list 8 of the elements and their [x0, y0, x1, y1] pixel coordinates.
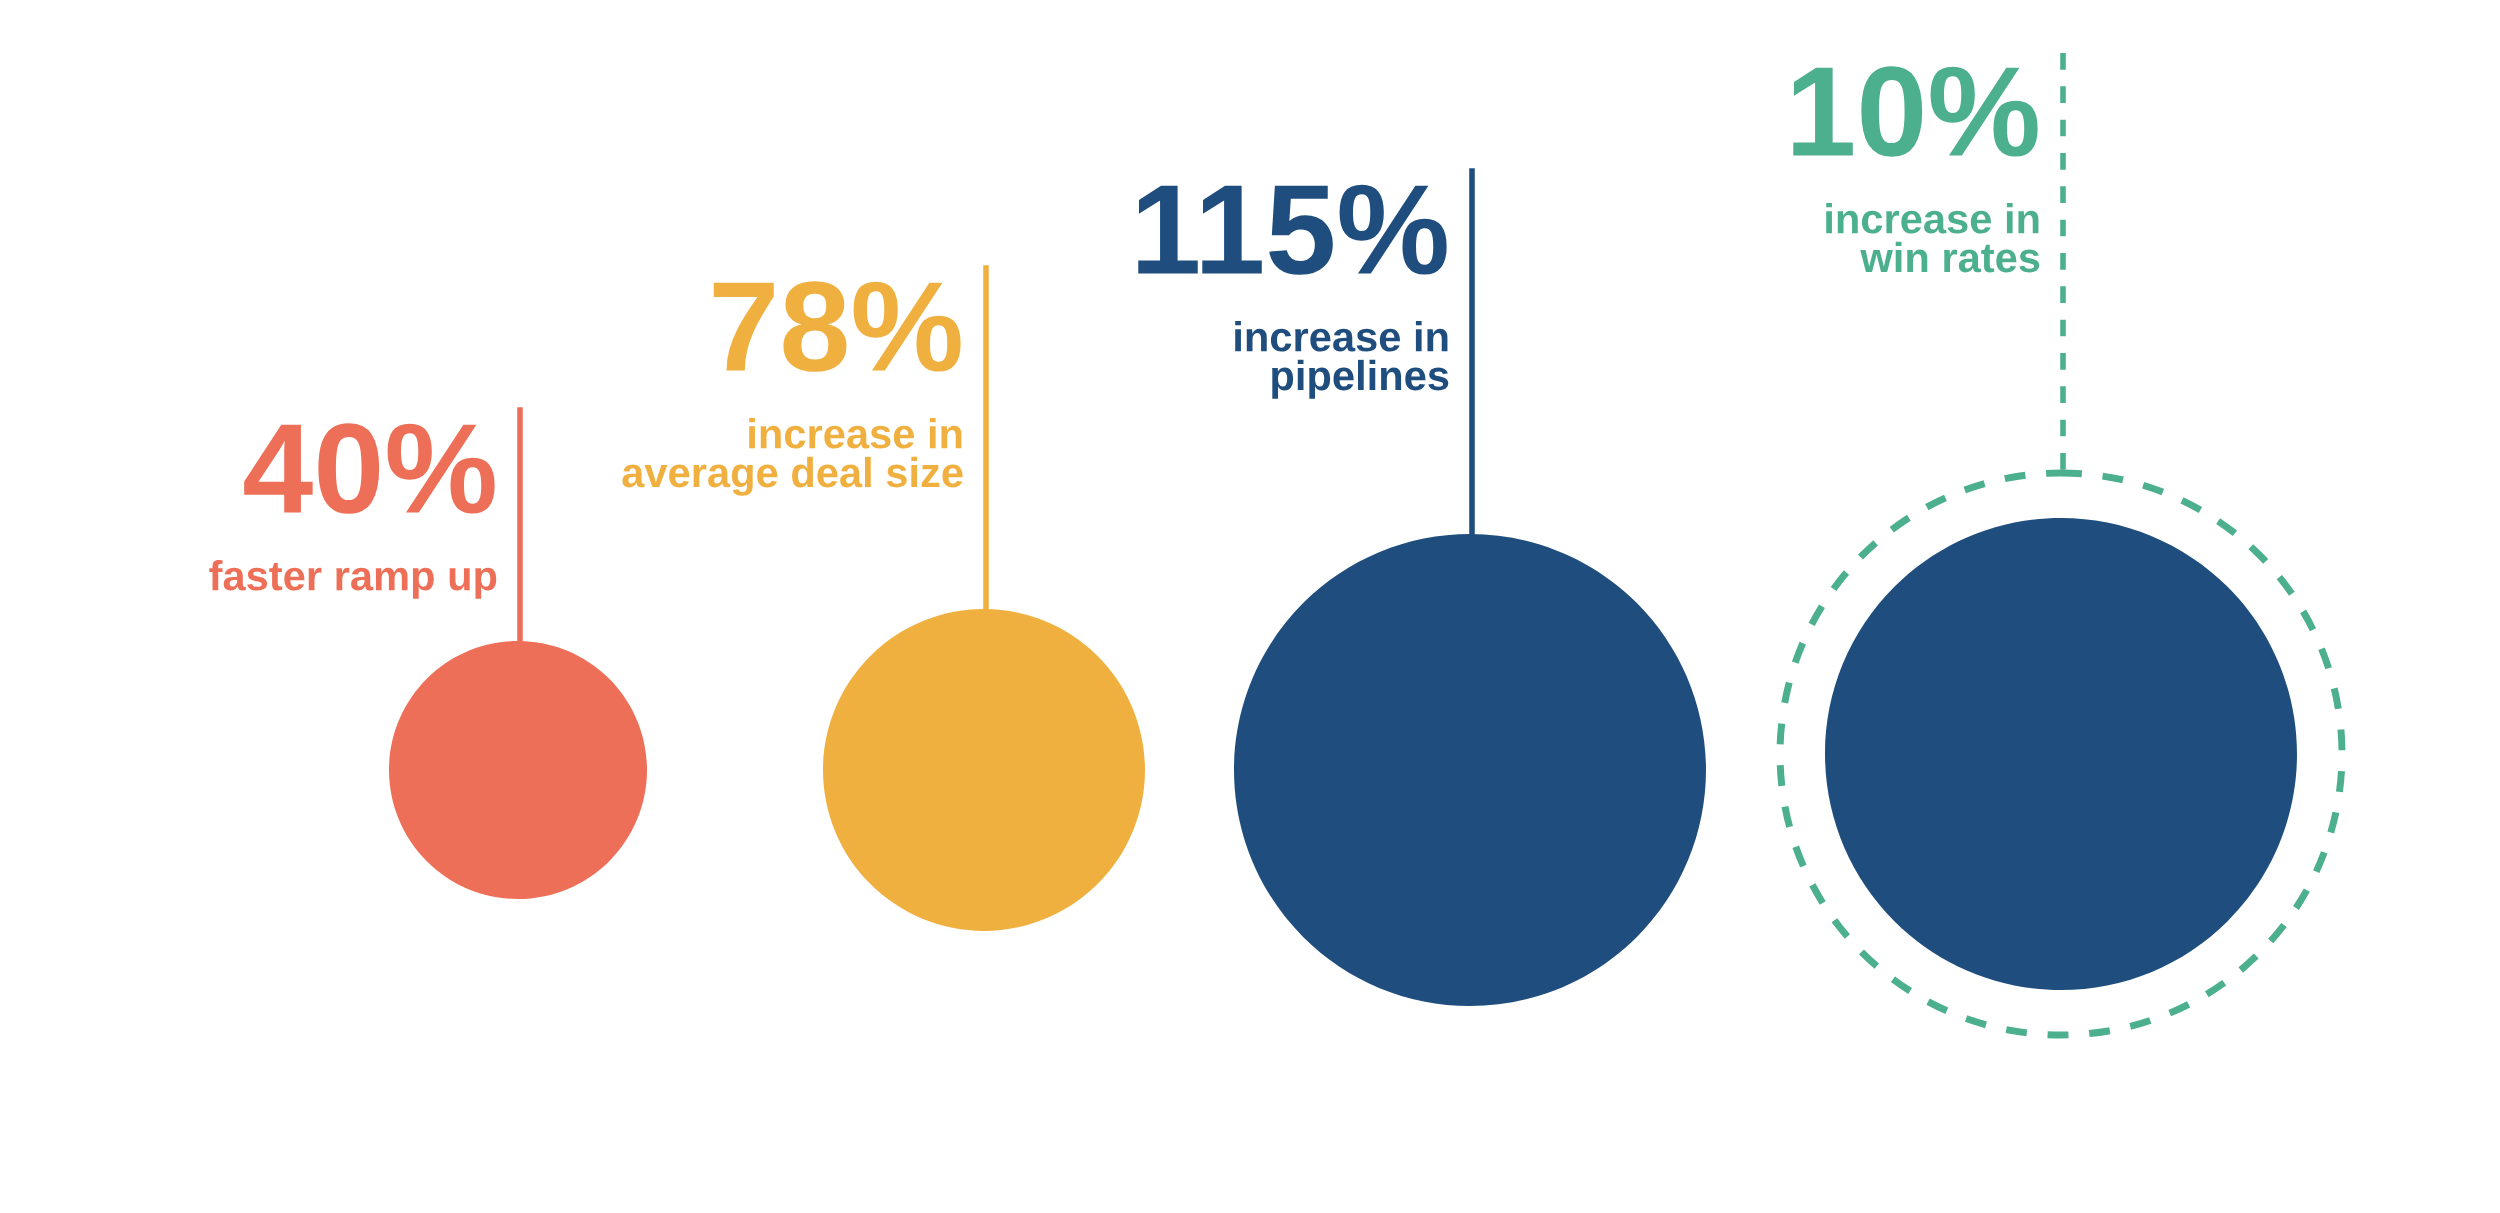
data-label: 40%	[244, 423, 495, 514]
category-label: faster ramp up	[209, 560, 497, 599]
data-label: 78%	[713, 281, 961, 372]
data-label: 10%	[1793, 66, 2038, 157]
data-label: 115%	[1138, 184, 1447, 275]
category-label: increase in win rates	[1826, 203, 2040, 273]
category-label: increase in average deal size	[622, 418, 963, 496]
category-label: increase in pipelines	[1235, 321, 1449, 399]
